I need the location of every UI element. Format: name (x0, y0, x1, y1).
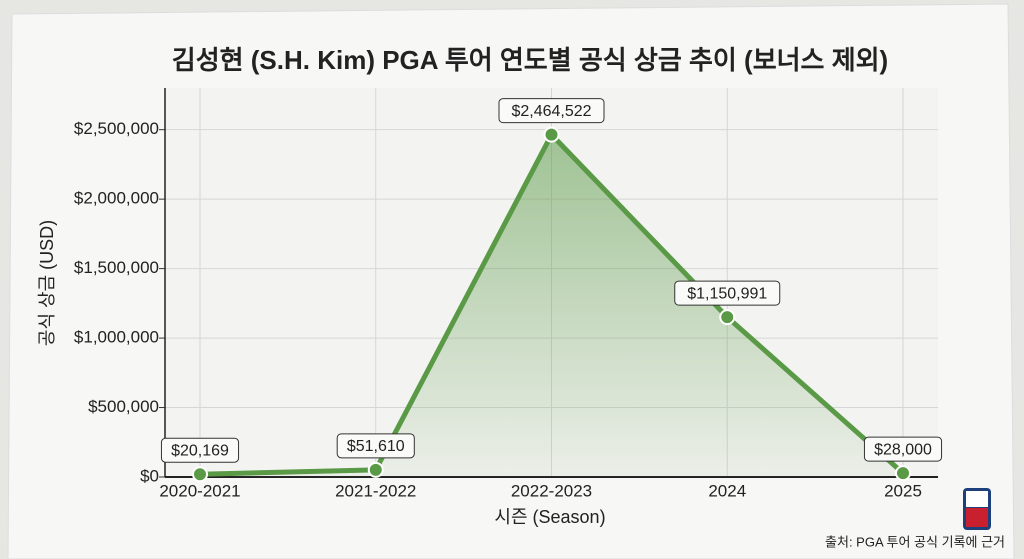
value-label-text: $20,169 (171, 442, 229, 459)
point (719, 309, 736, 326)
value-label-text: $28,000 (874, 441, 932, 458)
value-label: $1,150,991 (674, 280, 781, 306)
y-tick-label: $0 (140, 466, 159, 485)
y-tick-label: $1,500,000 (74, 258, 159, 277)
y-tick-label: $1,000,000 (74, 328, 159, 347)
value-label: $2,464,522 (498, 98, 605, 124)
point (192, 466, 208, 483)
x-axis-label: 시즌 (Season) (494, 507, 605, 527)
value-label-box (863, 436, 943, 462)
x-tick-label: 2020-2021 (159, 481, 240, 500)
y-tick-label: $500,000 (88, 397, 159, 416)
x-tick-label: 2024 (708, 481, 746, 500)
point (543, 126, 560, 143)
value-label-text: $1,150,991 (687, 285, 767, 302)
value-label: $20,169 (160, 437, 240, 463)
x-tick-label: 2022-2023 (511, 481, 592, 500)
value-label-box (498, 98, 605, 124)
point (895, 465, 911, 482)
pga-logo (963, 488, 991, 530)
x-tick-label: 2021-2022 (335, 481, 416, 500)
y-axis-label: 공식 상금 (USD) (37, 220, 57, 346)
y-tick-label: $2,000,000 (74, 189, 159, 208)
source-note: 출처: PGA 투어 공식 기록에 근거 (825, 534, 1005, 549)
value-label-text: $2,464,522 (511, 103, 591, 120)
value-label-box (160, 437, 240, 463)
y-tick-label: $2,500,000 (74, 119, 159, 138)
point (367, 461, 384, 478)
area (200, 134, 903, 477)
value-label-box (336, 433, 415, 459)
value-label-box (674, 280, 781, 306)
x-tick-label: 2025 (884, 481, 922, 500)
value-label-text: $51,610 (347, 438, 405, 455)
value-label: $28,000 (863, 436, 943, 462)
value-label: $51,610 (336, 433, 415, 459)
chart-title: 김성현 (S.H. Kim) PGA 투어 연도별 공식 상금 추이 (보너스 … (172, 45, 888, 75)
